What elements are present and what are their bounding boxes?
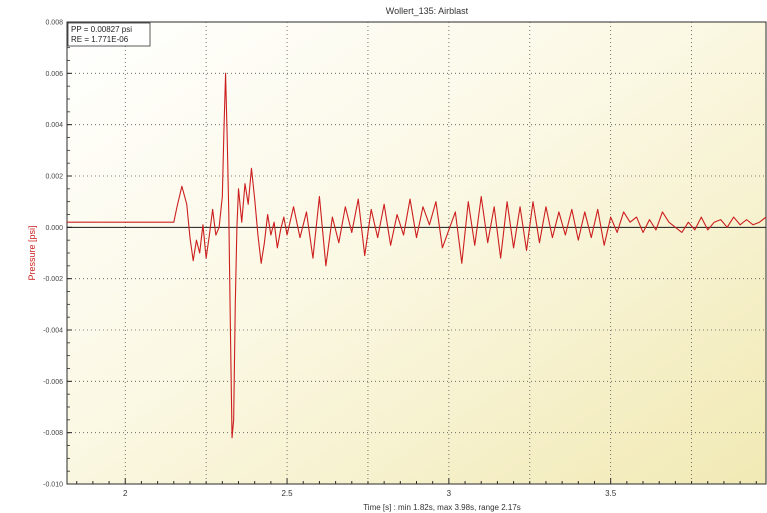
y-axis-label: Pressure [psi]	[27, 225, 37, 280]
y-tick-label: 0.006	[45, 71, 63, 78]
x-axis-label: Time [s] : min 1.82s, max 3.98s, range 2…	[363, 503, 521, 512]
y-axis: 0.008 0.006 0.004 0.002 0.000 -0.002 -0.004 -0.…	[43, 20, 72, 489]
grid-lines	[67, 22, 766, 484]
x-tick-label: 3.5	[605, 489, 617, 498]
info-box-frame	[67, 22, 151, 47]
x-axis: 2 2.5 3 3.5	[76, 478, 757, 498]
y-tick-label: -0.008	[43, 430, 63, 437]
x-tick-label: 2.5	[281, 489, 293, 498]
x-tick-label: 2	[123, 489, 128, 498]
y-tick-label: -0.006	[43, 379, 63, 386]
x-tick-label: 3	[447, 489, 452, 498]
y-tick-label: -0.004	[43, 328, 63, 335]
info-box: PP = 0.00827 psi RE = 1.771E-06	[67, 22, 151, 47]
y-tick-label: -0.002	[43, 276, 63, 283]
y-tick-label: -0.010	[43, 482, 63, 489]
y-tick-label: 0.000	[45, 225, 63, 232]
series-line	[67, 72, 767, 439]
info-pp: PP = 0.00827 psi	[71, 25, 132, 34]
chart-title: Wollert_135: Airblast	[386, 6, 469, 16]
y-tick-label: 0.008	[45, 20, 63, 27]
info-re: RE = 1.771E-06	[71, 35, 129, 44]
y-tick-label: 0.002	[45, 174, 63, 181]
series-layer	[67, 72, 767, 439]
plot-area	[66, 21, 767, 485]
y-tick-label: 0.004	[45, 122, 63, 129]
